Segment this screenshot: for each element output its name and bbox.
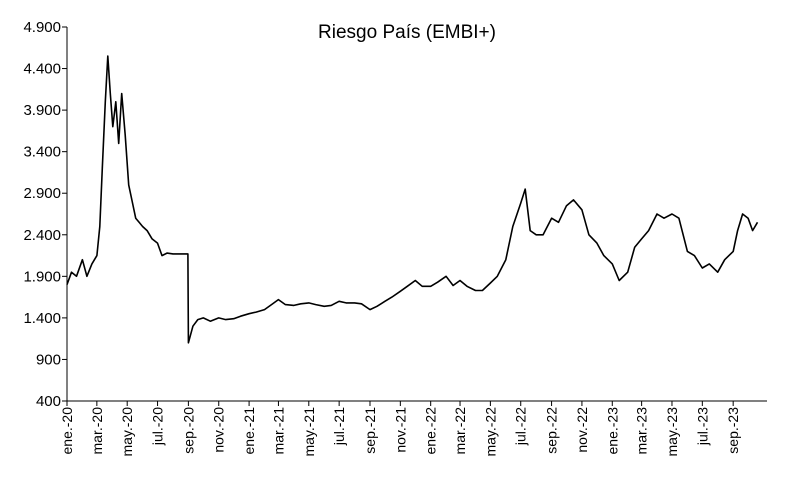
y-tick-label: 1.400 (23, 310, 61, 327)
x-tick-label: sep.-20 (180, 407, 196, 454)
x-tick-label: sep.-22 (544, 407, 560, 454)
x-tick-label: mar.-20 (89, 407, 105, 455)
x-tick-label: may.-23 (664, 407, 680, 457)
x-tick-label: ene.-20 (59, 407, 75, 455)
y-tick-label: 900 (36, 351, 61, 368)
chart-title: Riesgo País (EMBI+) (318, 22, 496, 43)
y-tick-label: 4.400 (23, 61, 61, 78)
y-tick-label: 3.900 (23, 102, 61, 119)
y-tick-label: 2.400 (23, 227, 61, 244)
x-axis: ene.-20 mar.-20 may.-20 jul.-20 sep.-20 nov.-… (59, 400, 767, 457)
x-tick-label: nov.-22 (574, 407, 590, 453)
x-tick-label: may.-22 (482, 407, 498, 457)
y-tick-label: 400 (36, 393, 61, 410)
x-tick-label: sep.-23 (725, 407, 741, 454)
x-tick-label: may.-21 (301, 407, 317, 457)
x-tick-label: jul.-21 (331, 407, 347, 446)
y-tick-label: 3.400 (23, 144, 61, 161)
y-tick-label: 1.900 (23, 268, 61, 285)
x-tick-label: ene.-23 (604, 407, 620, 455)
x-tick-label: nov.-20 (211, 407, 227, 453)
x-tick-label: mar.-21 (270, 407, 286, 455)
x-tick-label: nov.-21 (392, 407, 408, 453)
x-tick-label: mar.-23 (634, 407, 650, 455)
x-tick-label: sep.-21 (362, 407, 378, 454)
y-axis: 400 900 1.400 1.900 2.400 2.900 3.400 3.900 4.40… (23, 19, 68, 410)
x-tick-label: jul.-22 (513, 407, 529, 446)
y-tick-label: 4.900 (23, 19, 61, 36)
series-line (66, 55, 759, 344)
x-tick-label: ene.-21 (241, 407, 257, 455)
x-tick-label: ene.-22 (423, 407, 439, 455)
x-tick-label: jul.-23 (694, 407, 710, 446)
x-tick-label: may.-20 (119, 407, 135, 457)
x-tick-label: mar.-22 (452, 407, 468, 455)
series-layer (66, 55, 759, 344)
y-tick-label: 2.900 (23, 185, 61, 202)
x-tick-label: jul.-20 (150, 407, 166, 446)
